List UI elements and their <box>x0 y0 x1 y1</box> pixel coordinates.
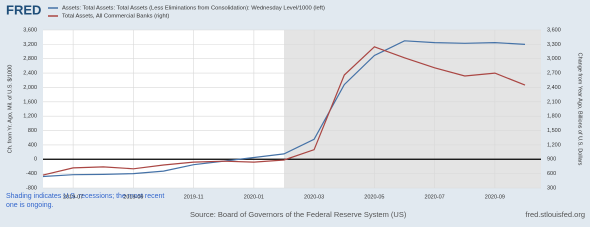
y-tick-label: 1,600 <box>23 99 37 105</box>
y-axis-label: Ch. from Yr. Ago, Mil. of U.S. $/1000 <box>7 65 13 154</box>
x-tick-label: 2019-09 <box>123 194 143 200</box>
logo: FRED <box>6 2 41 17</box>
source: Source: Board of Governors of the Federa… <box>190 210 407 219</box>
note-line: Shading indicates U.S. recessions; the m… <box>6 193 164 200</box>
x-tick-label: 2020-07 <box>425 194 445 200</box>
y-tick-label: 400 <box>28 142 37 148</box>
x-tick-label: 2019-07 <box>63 194 83 200</box>
chart: FRED Shading indicates U.S. recessions; … <box>0 0 590 227</box>
y2-tick-label: 1,500 <box>547 128 561 134</box>
y2-tick-label: 1,800 <box>547 114 561 120</box>
legend-label: Assets: Total Assets: Total Assets (Less… <box>62 6 325 12</box>
y-tick-label: 1,200 <box>23 114 37 120</box>
y2-tick-label: 900 <box>547 157 556 163</box>
series-line <box>42 40 526 178</box>
y2-tick-label: 2,100 <box>547 99 561 105</box>
x-tick-label: 2020-01 <box>244 194 264 200</box>
y-tick-label: 3,200 <box>23 42 37 48</box>
y-tick-label: -800 <box>26 185 37 191</box>
site: fred.stlouisfed.org <box>525 210 585 219</box>
note: Shading indicates U.S. recessions; the m… <box>6 193 164 209</box>
y-tick-label: 2,800 <box>23 56 37 62</box>
y-tick-label: 2,400 <box>23 71 37 77</box>
y-tick-label: 0 <box>34 157 37 163</box>
x-tick-label: 2020-09 <box>485 194 505 200</box>
y2-axis-label: Change from Year Ago, Billions of U.S. D… <box>577 53 583 166</box>
x-tick-label: 2019-11 <box>184 194 204 200</box>
y2-tick-label: 2,700 <box>547 71 561 77</box>
y2-tick-label: 3,300 <box>547 42 561 48</box>
y2-tick-label: 3,600 <box>547 27 561 33</box>
x-tick-label: 2020-05 <box>364 194 384 200</box>
y-tick-label: -400 <box>26 171 37 177</box>
recession-shading <box>284 30 541 188</box>
legend-label: Total Assets, All Commercial Banks (righ… <box>62 14 169 20</box>
note-line: one is ongoing. <box>6 202 54 209</box>
y2-tick-label: 3,000 <box>547 56 561 62</box>
y2-tick-label: 2,400 <box>547 85 561 91</box>
y2-tick-label: 300 <box>547 185 556 191</box>
y2-tick-label: 1,200 <box>547 142 561 148</box>
series-line <box>42 46 526 176</box>
y2-tick-label: 600 <box>547 171 556 177</box>
y-tick-label: 3,600 <box>23 27 37 33</box>
y-tick-label: 2,000 <box>23 85 37 91</box>
x-tick-label: 2020-03 <box>304 194 324 200</box>
y-tick-label: 800 <box>28 128 37 134</box>
